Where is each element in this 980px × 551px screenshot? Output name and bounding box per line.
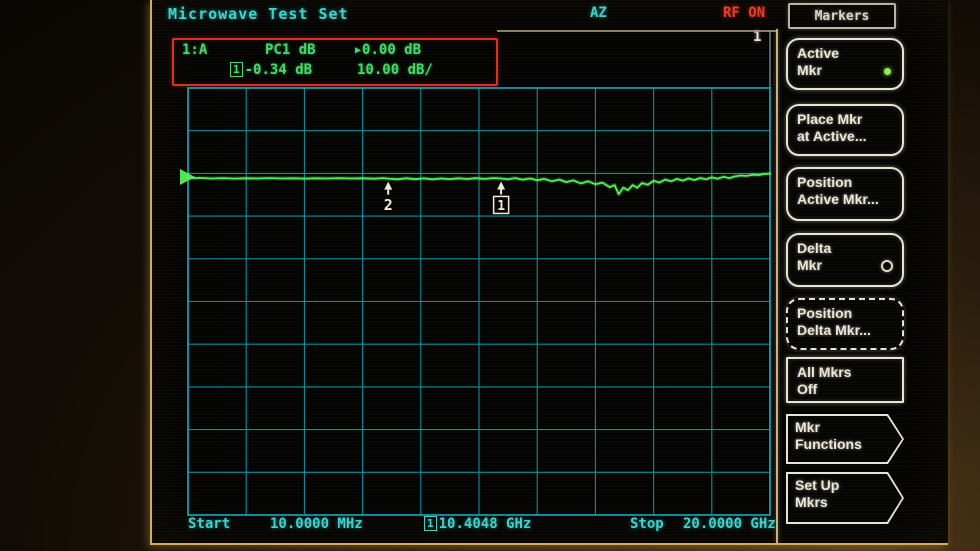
inactive-indicator-circle-icon [881, 260, 893, 272]
softkey-set-up-mkrs[interactable]: Set Up Mkrs [786, 472, 904, 524]
trace-marker-2[interactable]: 2 [384, 181, 393, 215]
softkey-label-line: Place Mkr [797, 111, 863, 127]
softkey-fill [788, 474, 902, 522]
page-title: Microwave Test Set [168, 5, 349, 23]
measurement-trace [187, 172, 771, 196]
softkey-label-line: Set Up [795, 477, 840, 493]
start-freq-label: Start [188, 516, 231, 532]
marker-1-freq-badge: 1 [424, 516, 437, 531]
menu-title-box: Markers [788, 3, 896, 29]
softkey-divider [776, 29, 778, 543]
marker-freq-readout: 1 10.4048 GHz [424, 516, 531, 532]
softkey-fill [788, 416, 902, 462]
stop-freq-value: 20.0000 GHz [683, 516, 776, 532]
softkey-active-mkr[interactable]: Active Mkr [786, 38, 904, 90]
softkey-label-line: Off [797, 381, 818, 397]
channel-indicator: 1 [753, 29, 762, 45]
softkey-label-line: Delta [797, 240, 832, 256]
marker-label: 1 [497, 199, 505, 214]
softkey-label-line: Delta Mkr... [797, 322, 871, 338]
softkey-label: Place Mkr at Active... [788, 106, 902, 145]
softkey-label-line: Functions [795, 436, 862, 452]
softkey-label: All Mkrs Off [788, 359, 902, 398]
display-right-border [769, 31, 771, 88]
trace-id: 1:A [182, 42, 208, 58]
analyzer-screen: Microwave Test Set AZ RF ON Markers 1 1:… [150, 0, 948, 545]
marker-amplitude-value: -0.34 dB [244, 62, 313, 78]
softkey-label-line: Mkr [797, 62, 822, 78]
softkey-label-line: Position [797, 305, 853, 321]
ref-level-value: 0.00 dB [362, 42, 422, 58]
stop-freq-label: Stop [630, 516, 664, 532]
softkey-label: Active Mkr [788, 40, 902, 79]
softkey-all-mkrs-off[interactable]: All Mkrs Off [786, 357, 904, 403]
ref-level-arrow-icon: ▶ [355, 45, 362, 56]
marker-amplitude-readout: 1 -0.34 dB [230, 62, 312, 78]
softkey-position-delta-mkr[interactable]: Position Delta Mkr... [786, 298, 904, 350]
softkey-column: Active Mkr Place Mkr at Active... Position Ac… [786, 0, 904, 545]
softkey-label: Position Active Mkr... [788, 169, 902, 208]
detector-label: PC1 dB [265, 42, 316, 58]
start-freq-value: 10.0000 MHz [270, 516, 363, 532]
display-top-border [497, 30, 776, 32]
softkey-position-active-mkr[interactable]: Position Active Mkr... [786, 167, 904, 221]
softkey-label-line: Mkr [797, 257, 822, 273]
scale-per-div: 10.00 dB/ [357, 62, 433, 78]
softkey-delta-mkr[interactable]: Delta Mkr [786, 233, 904, 287]
marker-label: 2 [384, 196, 393, 214]
softkey-place-mkr-at-active[interactable]: Place Mkr at Active... [786, 104, 904, 156]
reference-level-arrow-icon [180, 169, 195, 185]
marker-freq-value: 10.4048 GHz [438, 516, 532, 532]
rf-status-badge: RF ON [723, 5, 766, 21]
softkey-label-line: Active Mkr... [797, 191, 879, 207]
mode-label: AZ [590, 5, 607, 21]
softkey-label: Mkr Functions [786, 414, 904, 453]
softkey-label-line: Active [797, 45, 840, 61]
softkey-label: Set Up Mkrs [786, 472, 904, 511]
grid-lines [187, 87, 771, 516]
softkey-label: Position Delta Mkr... [788, 300, 902, 339]
menu-title-label: Markers [814, 8, 870, 24]
softkey-label-line: at Active... [797, 128, 867, 144]
grid-border [187, 87, 771, 516]
softkey-label-line: Mkr [795, 419, 820, 435]
trace-marker-1[interactable]: 1 [492, 181, 510, 215]
softkey-label: Delta Mkr [788, 235, 902, 274]
softkey-label-line: Position [797, 174, 853, 190]
active-indicator-dot-icon [884, 68, 891, 75]
softkey-label-line: All Mkrs [797, 364, 852, 380]
reference-level-readout: ▶0.00 dB [355, 42, 421, 58]
marker-1-badge: 1 [230, 62, 243, 77]
softkey-mkr-functions[interactable]: Mkr Functions [786, 414, 904, 464]
softkey-label-line: Mkrs [795, 494, 828, 510]
trace-info-box: 1:A PC1 dB ▶0.00 dB 1 -0.34 dB 10.00 dB/ [172, 38, 498, 86]
